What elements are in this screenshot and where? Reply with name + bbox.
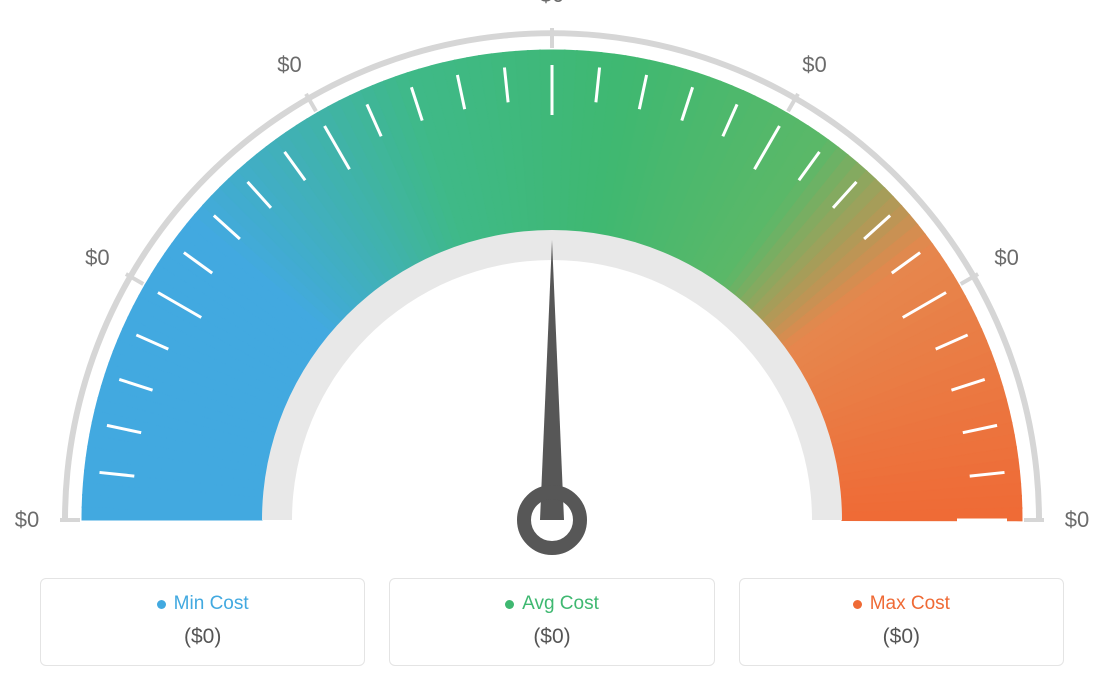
gauge-tick-label: $0 <box>994 245 1018 271</box>
gauge-tick-label: $0 <box>15 507 39 533</box>
legend-row: Min Cost ($0) Avg Cost ($0) Max Cost ($0… <box>40 578 1064 666</box>
legend-card-min: Min Cost ($0) <box>40 578 365 666</box>
legend-dot-max <box>853 600 862 609</box>
legend-card-max: Max Cost ($0) <box>739 578 1064 666</box>
gauge-tick-label: $0 <box>802 52 826 78</box>
cost-gauge-chart: $0 $0 $0 $0 $0 $0 $0 <box>0 0 1104 560</box>
legend-value-avg: ($0) <box>390 625 713 649</box>
legend-label-max: Max Cost <box>870 593 950 615</box>
gauge-tick-label: $0 <box>1065 507 1089 533</box>
legend-label-avg: Avg Cost <box>522 593 599 615</box>
legend-dot-min <box>157 600 166 609</box>
gauge-tick-label: $0 <box>540 0 564 8</box>
legend-value-min: ($0) <box>41 625 364 649</box>
legend-title-max: Max Cost <box>853 593 950 615</box>
gauge-svg <box>0 0 1104 560</box>
legend-title-min: Min Cost <box>157 593 249 615</box>
legend-title-avg: Avg Cost <box>505 593 599 615</box>
legend-label-min: Min Cost <box>174 593 249 615</box>
gauge-tick-label: $0 <box>277 52 301 78</box>
gauge-tick-label: $0 <box>85 245 109 271</box>
legend-dot-avg <box>505 600 514 609</box>
legend-value-max: ($0) <box>740 625 1063 649</box>
legend-card-avg: Avg Cost ($0) <box>389 578 714 666</box>
